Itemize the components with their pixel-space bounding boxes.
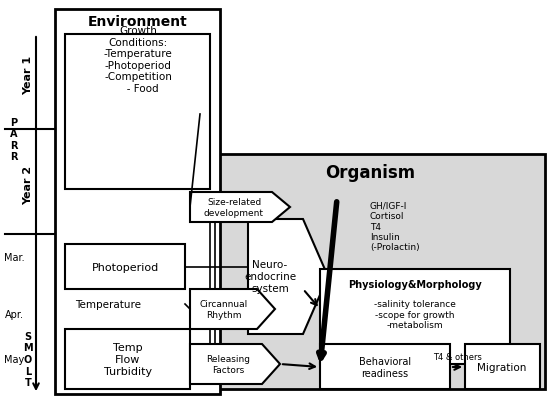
Text: Year 2: Year 2: [23, 165, 33, 204]
FancyBboxPatch shape: [55, 10, 220, 394]
FancyBboxPatch shape: [320, 269, 510, 364]
FancyBboxPatch shape: [65, 329, 190, 389]
Text: Temperature: Temperature: [75, 299, 141, 309]
Text: GH/IGF-I
Cortisol
T4
Insulin
(-Prolactin): GH/IGF-I Cortisol T4 Insulin (-Prolactin…: [370, 201, 420, 252]
Text: T4 & others: T4 & others: [433, 353, 481, 362]
FancyBboxPatch shape: [320, 344, 450, 389]
Polygon shape: [190, 192, 290, 222]
Text: Size-related
development: Size-related development: [204, 198, 264, 217]
Polygon shape: [190, 344, 280, 384]
Text: Neuro-
endocrine
system: Neuro- endocrine system: [244, 260, 296, 293]
Text: Growth
Conditions:
-Temperature
-Photoperiod
-Competition
   - Food: Growth Conditions: -Temperature -Photope…: [103, 26, 172, 94]
Text: P
A
R
R: P A R R: [10, 117, 18, 162]
Polygon shape: [190, 289, 275, 329]
Text: Mar.: Mar.: [4, 252, 24, 262]
Text: Releasing
Factors: Releasing Factors: [206, 354, 250, 374]
Text: Migration: Migration: [477, 362, 527, 372]
FancyBboxPatch shape: [65, 35, 210, 190]
Text: S
M
O
L
T: S M O L T: [23, 331, 33, 387]
Text: Organism: Organism: [325, 164, 415, 181]
Text: Environment: Environment: [88, 15, 188, 29]
Text: Year 1: Year 1: [23, 55, 33, 94]
Text: Behavioral
readiness: Behavioral readiness: [359, 356, 411, 378]
Text: Circannual
Rhythm: Circannual Rhythm: [200, 300, 248, 319]
Text: Apr.: Apr.: [4, 309, 23, 319]
Polygon shape: [248, 220, 328, 334]
FancyBboxPatch shape: [465, 344, 540, 389]
FancyBboxPatch shape: [210, 155, 545, 389]
Text: Photoperiod: Photoperiod: [91, 262, 158, 272]
Text: May: May: [4, 354, 24, 364]
FancyBboxPatch shape: [65, 244, 185, 289]
Text: Temp
Flow
Turbidity: Temp Flow Turbidity: [104, 343, 152, 376]
Text: Physiology&Morphology: Physiology&Morphology: [348, 279, 482, 289]
Text: -salinity tolerance
-scope for growth
-metabolism: -salinity tolerance -scope for growth -m…: [374, 299, 456, 329]
